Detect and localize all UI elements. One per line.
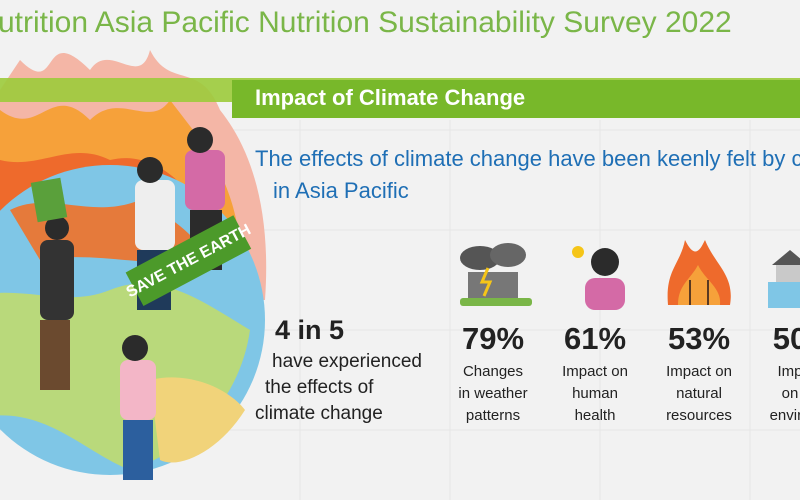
fire-icon <box>667 240 731 305</box>
banner-title: Impact of Climate Change <box>255 85 525 110</box>
stat-label: Changes <box>463 363 523 380</box>
stats: 79% Changes in weather patterns 61% Impact on… <box>458 321 800 424</box>
stat-label: on <box>782 385 799 402</box>
stat-label: in weather <box>458 385 527 402</box>
stat-value: 53% <box>668 321 730 356</box>
headline-text: climate change <box>255 403 383 424</box>
stat-label: natural <box>676 385 722 402</box>
stat-label: Impact on <box>562 363 628 380</box>
weather-icon <box>460 243 532 306</box>
stat-value: 79% <box>462 321 524 356</box>
banner <box>232 80 800 118</box>
stat-label: human <box>572 385 618 402</box>
stat-label: Impact on <box>666 363 732 380</box>
stat-label: enviro <box>770 407 800 424</box>
stat-value: 61% <box>564 321 626 356</box>
stat-label: patterns <box>466 407 520 424</box>
page-title: utrition Asia Pacific Nutrition Sustaina… <box>0 6 732 39</box>
headline-text: have experienced <box>272 351 422 372</box>
subtitle: The effects of climate change have been … <box>255 146 800 171</box>
headline-text: the effects of <box>265 377 374 398</box>
headline-figure: 4 in 5 <box>275 315 344 345</box>
health-icon <box>572 246 625 310</box>
subtitle: in Asia Pacific <box>273 178 409 203</box>
flood-icon <box>768 250 800 308</box>
stat-value: 50 <box>773 321 800 356</box>
stat-label: health <box>575 407 616 424</box>
people <box>30 127 225 480</box>
stat-label: Imp <box>777 363 800 380</box>
stat-label: resources <box>666 407 732 424</box>
